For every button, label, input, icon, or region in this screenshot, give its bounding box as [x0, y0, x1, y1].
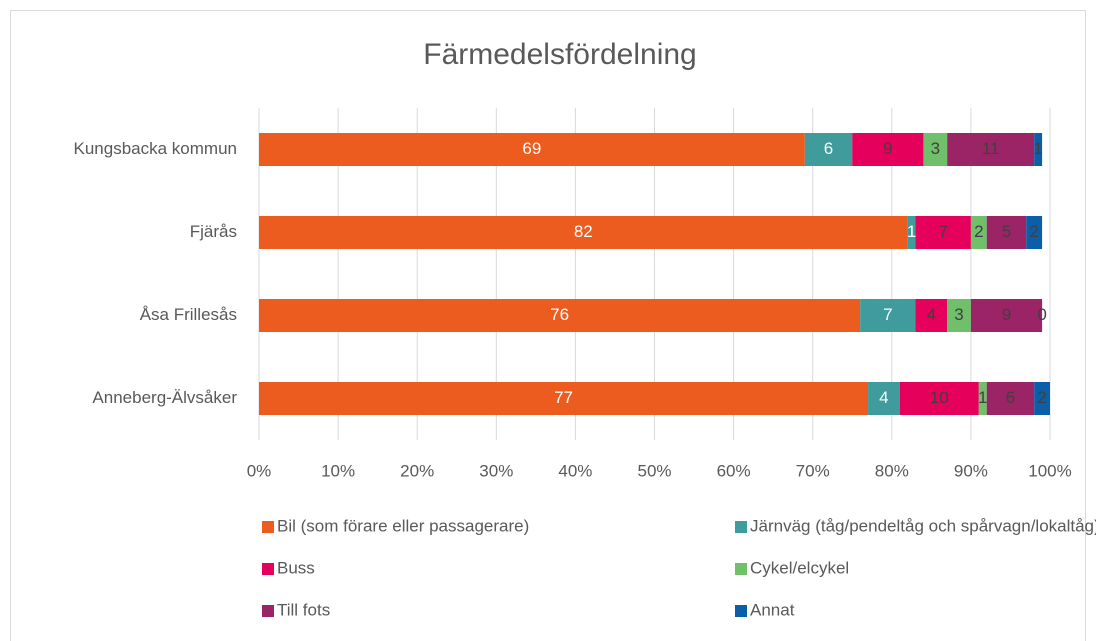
- legend-label: Annat: [750, 600, 795, 619]
- data-label: 7: [938, 222, 947, 241]
- bar-segment: [970, 216, 987, 249]
- bar-segment: [259, 382, 869, 415]
- bar-segment: [899, 382, 979, 415]
- data-label: 2: [974, 222, 983, 241]
- data-label: 4: [879, 388, 888, 407]
- bar-segment: [804, 133, 853, 166]
- data-label: 11: [982, 139, 1000, 158]
- legend-swatch: [735, 521, 747, 533]
- data-label: 76: [550, 305, 569, 324]
- data-label: 9: [1002, 305, 1011, 324]
- data-label: 2: [1037, 388, 1046, 407]
- bar-segment: [868, 382, 900, 415]
- legend-swatch: [735, 605, 747, 617]
- x-tick-label: 60%: [717, 461, 751, 480]
- y-tick-label: Anneberg-Älvsåker: [92, 388, 237, 407]
- bar-segment: [1034, 382, 1050, 415]
- x-tick-label: 30%: [479, 461, 513, 480]
- data-label: 9: [883, 139, 892, 158]
- bar-segment: [970, 299, 1043, 332]
- legend-label: Till fots: [277, 600, 330, 619]
- legend-swatch: [735, 563, 747, 575]
- bar-segment: [860, 299, 916, 332]
- bar-segment: [947, 133, 1035, 166]
- x-tick-label: 10%: [321, 461, 355, 480]
- y-tick-label: Åsa Frillesås: [140, 305, 237, 324]
- data-label: 6: [1006, 388, 1015, 407]
- x-tick-label: 100%: [1028, 461, 1071, 480]
- bar-segment: [986, 216, 1027, 249]
- x-tick-label: 40%: [558, 461, 592, 480]
- data-label: 3: [931, 139, 940, 158]
- bar-segment: [923, 133, 948, 166]
- data-label: 6: [824, 139, 833, 158]
- y-tick-label: Fjärås: [190, 222, 237, 241]
- bar-segment: [915, 216, 971, 249]
- data-label: 77: [554, 388, 573, 407]
- bar-segment: [907, 216, 916, 249]
- legend-swatch: [262, 521, 274, 533]
- legend-label: Järnväg (tåg/pendeltåg och spårvagn/loka…: [750, 516, 1096, 535]
- legend-swatch: [262, 605, 274, 617]
- data-label: 4: [927, 305, 936, 324]
- x-tick-label: 70%: [796, 461, 830, 480]
- bar-segment: [1026, 216, 1043, 249]
- chart-title: Färmedelsfördelning: [423, 38, 696, 71]
- legend-label: Cykel/elcykel: [750, 558, 849, 577]
- data-label: 82: [574, 222, 593, 241]
- bar-segment: [978, 382, 987, 415]
- legend-label: Bil (som förare eller passagerare): [277, 516, 529, 535]
- bar-segment: [259, 299, 861, 332]
- data-label: 1: [907, 222, 916, 241]
- x-tick-label: 50%: [637, 461, 671, 480]
- data-label: 69: [522, 139, 541, 158]
- data-label: 7: [883, 305, 892, 324]
- legend-swatch: [262, 563, 274, 575]
- data-label: 0: [1037, 305, 1046, 324]
- x-tick-label: 20%: [400, 461, 434, 480]
- data-label: 1: [1033, 139, 1042, 158]
- legend-label: Buss: [277, 558, 315, 577]
- data-label: 5: [1002, 222, 1011, 241]
- x-tick-label: 80%: [875, 461, 909, 480]
- data-label: 1: [978, 388, 987, 407]
- bar-segment: [259, 133, 805, 166]
- x-tick-label: 90%: [954, 461, 988, 480]
- data-label: 2: [1029, 222, 1038, 241]
- y-tick-label: Kungsbacka kommun: [74, 139, 237, 158]
- x-tick-label: 0%: [247, 461, 272, 480]
- bar-segment: [852, 133, 924, 166]
- data-label: 10: [930, 388, 949, 407]
- data-label: 3: [954, 305, 963, 324]
- bar-segment: [259, 216, 908, 249]
- bar-segment: [947, 299, 971, 332]
- bar-segment: [986, 382, 1035, 415]
- bar-segment: [1034, 133, 1043, 166]
- bar-segment: [915, 299, 948, 332]
